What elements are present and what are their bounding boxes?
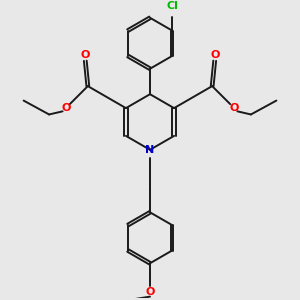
Text: N: N — [146, 145, 154, 155]
Text: O: O — [145, 287, 155, 298]
Text: O: O — [61, 103, 70, 113]
Text: O: O — [80, 50, 89, 60]
Text: O: O — [211, 50, 220, 60]
Text: Cl: Cl — [166, 2, 178, 11]
Text: O: O — [230, 103, 239, 113]
